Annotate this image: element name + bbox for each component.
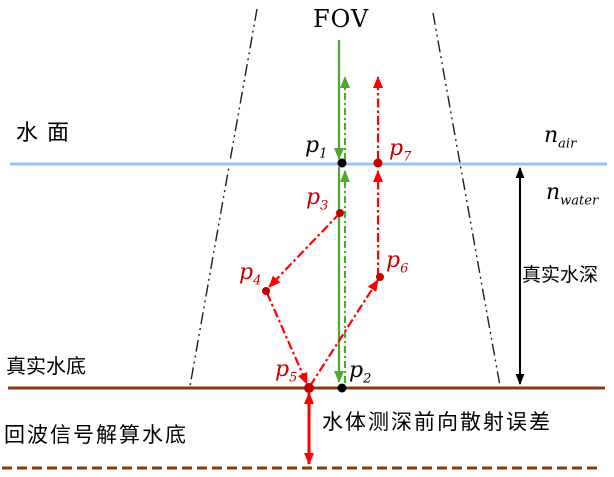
scatter-path-p4-p5-line <box>265 292 309 385</box>
scatter-path-p3-p4-line <box>268 212 341 288</box>
true-depth-label: 真实水深 <box>522 264 599 286</box>
point-label-p6: p6 <box>386 248 409 277</box>
p1-symbol: p <box>305 133 320 158</box>
point-p3-dot <box>336 209 344 217</box>
point-p4-dot <box>262 287 270 295</box>
p3-subscript: 3 <box>320 198 329 214</box>
point-p1-dot <box>337 158 347 168</box>
point-label-p1: p1 <box>305 133 328 162</box>
p6-symbol: p <box>386 248 401 273</box>
point-p7-dot <box>373 158 383 168</box>
scatter-path-p5-p6-line <box>309 279 379 387</box>
p6-subscript: 6 <box>400 261 409 277</box>
point-p5-dot <box>304 383 314 393</box>
n-air-symbol: n <box>544 123 559 148</box>
point-p6-dot <box>376 273 384 281</box>
n-water-label: nwater <box>546 180 599 209</box>
point-p2-dot <box>337 383 347 393</box>
point-label-p4: p4 <box>239 260 262 289</box>
point-label-p5: p5 <box>275 357 298 386</box>
p2-symbol: p <box>349 358 364 383</box>
fov-title: FOV <box>313 5 370 33</box>
echo-bottom-label: 回波信号解算水底 <box>4 423 188 447</box>
p5-symbol: p <box>275 357 290 382</box>
p7-subscript: 7 <box>403 149 412 165</box>
point-label-p7: p7 <box>389 136 412 165</box>
scatter-error-label: 水体测深前向散射误差 <box>322 410 552 434</box>
n-water-symbol: n <box>546 180 561 205</box>
n-water-subscript: water <box>560 193 599 209</box>
fov-cone-left-line <box>189 8 258 387</box>
p3-symbol: p <box>306 185 321 210</box>
p2-subscript: 2 <box>363 371 372 387</box>
n-air-label: nair <box>544 123 577 152</box>
point-label-p3: p3 <box>306 185 329 214</box>
point-label-p2: p2 <box>349 358 372 387</box>
p4-subscript: 4 <box>253 273 262 289</box>
p1-subscript: 1 <box>319 146 328 162</box>
p4-symbol: p <box>239 260 254 285</box>
n-air-subscript: air <box>558 136 577 152</box>
fov-cone-right-line <box>432 12 501 387</box>
p5-subscript: 5 <box>289 370 298 386</box>
water-surface-label: 水面 <box>16 121 79 146</box>
p7-symbol: p <box>389 136 404 161</box>
true-bottom-label: 真实水底 <box>6 354 86 378</box>
